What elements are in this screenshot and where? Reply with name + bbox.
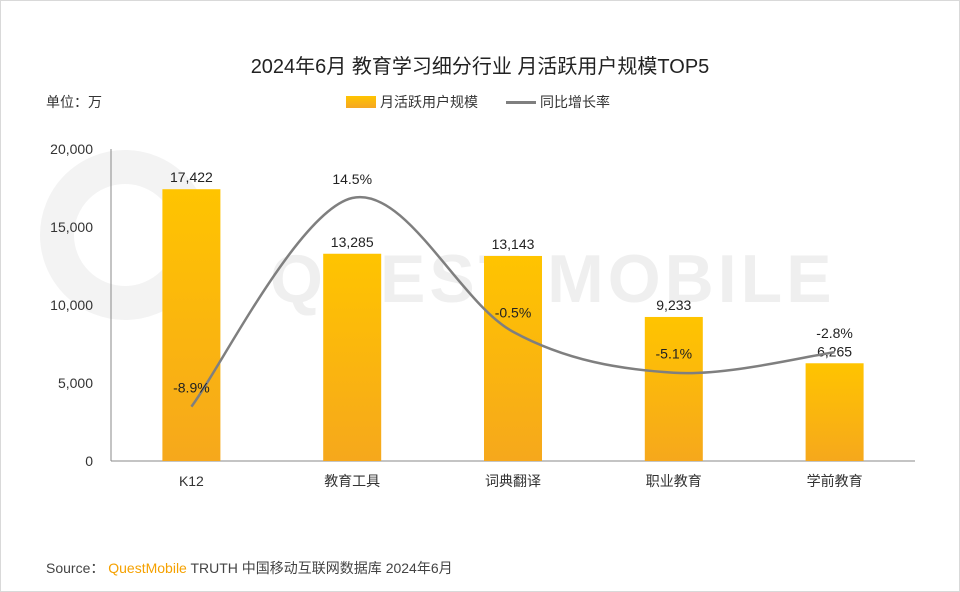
growth-value-label: -0.5%	[495, 305, 532, 321]
bar-value-label: 13,143	[492, 236, 535, 252]
legend-bar-swatch	[346, 96, 376, 108]
source-text: TRUTH 中国移动互联网数据库 2024年6月	[190, 560, 453, 576]
growth-value-label: 14.5%	[332, 171, 372, 187]
source-note: Source： QuestMobile TRUTH 中国移动互联网数据库 202…	[46, 558, 453, 578]
legend: 月活跃用户规模 同比增长率	[346, 92, 610, 112]
bar	[805, 363, 864, 461]
y-tick-label: 10,000	[50, 297, 93, 313]
source-label: Source：	[46, 560, 105, 576]
x-tick-label: K12	[179, 473, 204, 489]
bar	[644, 316, 703, 461]
bar-value-label: 13,285	[331, 234, 374, 250]
x-tick-label: 学前教育	[807, 473, 863, 489]
bar	[323, 253, 382, 461]
legend-line-label: 同比增长率	[540, 94, 610, 110]
growth-value-label: -8.9%	[173, 380, 210, 396]
growth-value-label: -5.1%	[656, 346, 693, 362]
growth-line	[190, 195, 835, 408]
bar-value-label: 6,265	[817, 343, 852, 359]
x-tick-label: 词典翻译	[485, 473, 541, 489]
bar	[484, 255, 542, 461]
growth-value-label: -2.8%	[816, 325, 853, 341]
chart-title: 2024年6月 教育学习细分行业 月活跃用户规模TOP5	[250, 56, 710, 78]
bar-value-label: 17,422	[170, 169, 213, 185]
bar	[162, 189, 221, 461]
source-brand: QuestMobile	[108, 560, 187, 576]
bar-value-label: 9,233	[656, 297, 691, 313]
unit-label: 单位：万	[46, 94, 102, 110]
y-tick-label: 20,000	[50, 141, 93, 157]
legend-bar-label: 月活跃用户规模	[380, 94, 478, 110]
y-tick-label: 0	[85, 453, 93, 469]
legend-line-swatch	[506, 100, 536, 104]
x-tick-label: 教育工具	[324, 473, 380, 489]
x-tick-label: 职业教育	[646, 473, 702, 489]
y-tick-label: 15,000	[50, 219, 93, 235]
y-tick-label: 5,000	[58, 375, 93, 391]
